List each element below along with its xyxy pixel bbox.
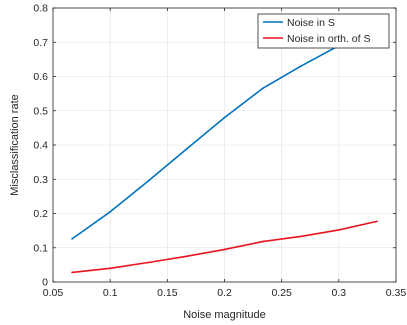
y-tick-label: 0.7 — [33, 37, 48, 49]
x-tick-label: 0.1 — [103, 287, 118, 299]
data-point-series-1 — [376, 220, 378, 223]
tick-labels: 0.05 0.1 0.15 0.2 0.25 0.3 0.35 0 0.1 0.2 0.3 0.4 0.… — [33, 3, 406, 300]
y-tick-label: 0.6 — [33, 71, 48, 83]
y-tick-label: 0.5 — [33, 105, 48, 117]
x-tick-label: 0.35 — [386, 287, 407, 299]
x-tick-label: 0.15 — [157, 287, 178, 299]
data-point-series-0 — [109, 210, 112, 213]
y-tick-label: 0.8 — [33, 3, 48, 15]
legend: Noise in S Noise in orth. of S — [257, 13, 390, 49]
data-point-series-1 — [261, 240, 264, 243]
data-point-series-1 — [109, 267, 112, 270]
data-point-series-0 — [261, 87, 264, 90]
series-lines — [71, 24, 378, 274]
x-axis-label: Noise magnitude — [183, 309, 266, 321]
data-point-series-0 — [147, 180, 150, 182]
y-axis-label: Misclassification rate — [9, 94, 21, 195]
data-point-series-0 — [299, 65, 302, 68]
x-tick-label: 0.05 — [43, 287, 64, 299]
x-tick-label: 0.25 — [271, 287, 292, 299]
data-point-series-0 — [185, 148, 188, 151]
legend-label-noise-in-s: Noise in S — [287, 17, 335, 29]
y-tick-label: 0.2 — [33, 208, 48, 220]
legend-label-noise-in-orth-of-s: Noise in orth. of S — [287, 33, 370, 45]
data-point-series-0 — [71, 237, 73, 240]
data-point-series-0 — [223, 116, 226, 119]
data-point-series-1 — [337, 229, 340, 231]
data-point-series-1 — [71, 271, 73, 274]
data-point-series-1 — [185, 255, 188, 258]
plot-box — [52, 7, 397, 283]
y-tick-label: 0.3 — [33, 174, 48, 186]
y-tick-label: 0.4 — [33, 140, 48, 152]
x-tick-label: 0.2 — [217, 287, 232, 299]
data-point-series-1 — [223, 248, 226, 251]
data-point-series-1 — [147, 261, 150, 264]
y-tick-label: 0.1 — [33, 242, 48, 254]
y-tick-label: 0 — [42, 277, 48, 289]
x-tick-label: 0.3 — [332, 287, 347, 299]
data-point-series-1 — [299, 235, 302, 238]
legend-box — [257, 13, 390, 49]
